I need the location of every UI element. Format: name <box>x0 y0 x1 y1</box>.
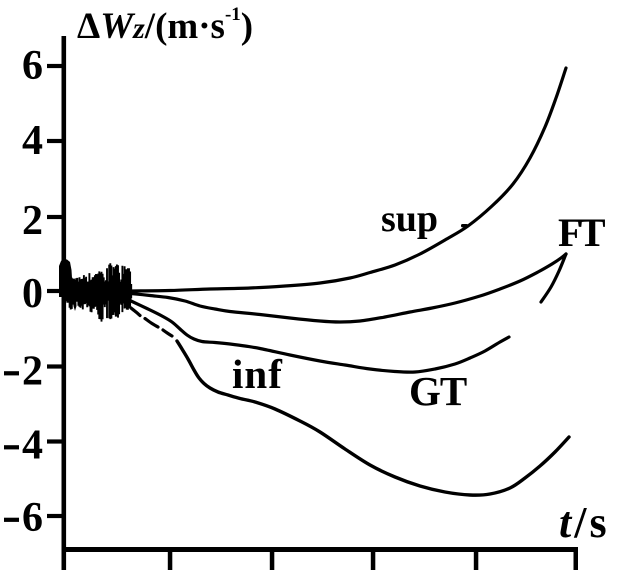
svg-text:4: 4 <box>22 423 43 469</box>
svg-text:FT: FT <box>558 210 606 255</box>
svg-text:inf: inf <box>232 351 283 397</box>
svg-text:ΔWz/(m·s-1): ΔWz/(m·s-1) <box>77 4 253 47</box>
svg-text:2: 2 <box>22 349 43 395</box>
svg-text:sup: sup <box>381 198 438 240</box>
svg-text:6: 6 <box>22 43 43 89</box>
svg-text:GT: GT <box>409 368 467 414</box>
svg-text:4: 4 <box>22 118 43 164</box>
svg-text:2: 2 <box>22 198 43 244</box>
svg-text:6: 6 <box>22 495 43 541</box>
svg-text:0: 0 <box>22 271 43 317</box>
svg-text:t/s: t/s <box>559 498 610 547</box>
